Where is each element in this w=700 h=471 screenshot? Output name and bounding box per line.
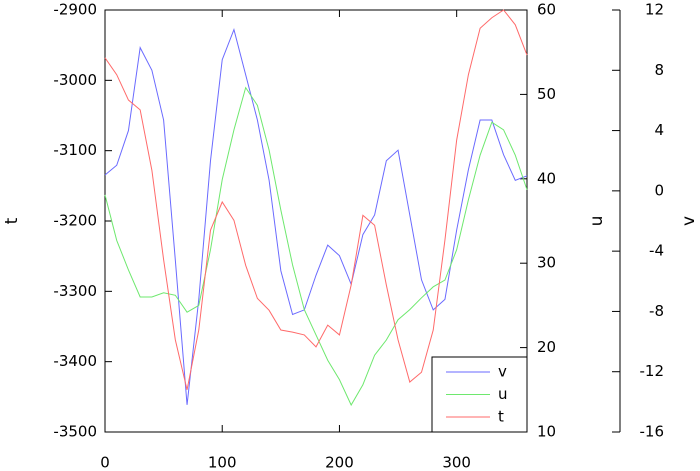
y3-axis-label: v <box>679 216 699 226</box>
y3-tick-label: -4 <box>649 242 664 260</box>
x-tick-label: 0 <box>100 454 110 471</box>
y3-tick-label: -8 <box>649 302 664 320</box>
y-tick-label: -3000 <box>53 71 97 89</box>
y-tick-label: -3200 <box>53 212 97 230</box>
y-tick-label: -3500 <box>53 423 97 441</box>
x-tick-label: 300 <box>442 454 471 471</box>
y3-tick-label: 4 <box>654 121 664 139</box>
y2-tick-label: 40 <box>537 169 556 187</box>
y-tick-label: -3300 <box>53 282 97 300</box>
y3-tick-label: 0 <box>654 181 664 199</box>
x-tick-label: 100 <box>208 454 237 471</box>
y2-tick-label: 50 <box>537 85 556 103</box>
y3-tick-label: 12 <box>645 1 664 19</box>
legend-label: t <box>498 408 504 426</box>
y2-tick-label: 30 <box>537 254 556 272</box>
x-tick-label: 200 <box>325 454 354 471</box>
y2-tick-label: 10 <box>537 423 556 441</box>
y-tick-label: -3100 <box>53 141 97 159</box>
y2-tick-label: 60 <box>537 1 556 19</box>
y3-tick-label: -12 <box>640 362 665 380</box>
legend-label: u <box>498 385 508 403</box>
y-tick-label: -2900 <box>53 1 97 19</box>
y3-tick-label: -16 <box>640 423 665 441</box>
y-axis-label: t <box>2 217 22 224</box>
series-line <box>104 86 528 407</box>
series-line <box>104 9 528 390</box>
y3-tick-label: 8 <box>654 61 664 79</box>
y2-axis-label: u <box>587 216 607 227</box>
legend-label: v <box>498 363 507 381</box>
y-tick-label: -3400 <box>53 352 97 370</box>
series-line <box>104 27 528 405</box>
y2-tick-label: 20 <box>537 338 556 356</box>
